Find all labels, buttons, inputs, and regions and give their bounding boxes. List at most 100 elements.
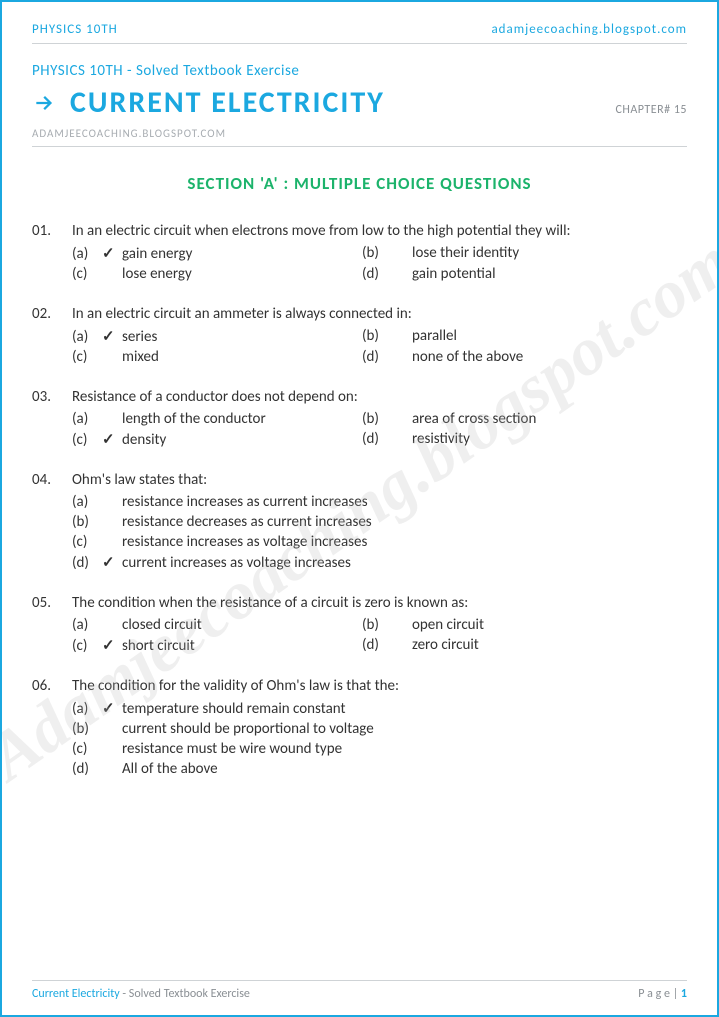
option-text: open circuit [412, 616, 652, 634]
option-text: closed circuit [122, 616, 362, 634]
option-letter: (c) [72, 348, 102, 366]
option-letter: (d) [362, 636, 392, 654]
option: (a) closed circuit [72, 616, 362, 634]
option-letter: (a) [72, 700, 102, 718]
option-text: length of the conductor [122, 410, 362, 428]
option-letter: (b) [72, 720, 102, 738]
options: (a)resistance increases as current incre… [32, 493, 687, 572]
question-number: 02. [32, 305, 72, 323]
option-text: area of cross section [412, 410, 652, 428]
title-row: CURRENT ELECTRICITY CHAPTER# 15 [32, 84, 687, 121]
option: (d)resistivity [362, 430, 652, 449]
options: (a)✓series(b)parallel (c) mixed(d)none of … [32, 327, 687, 366]
options: (a) closed circuit(b) open circuit (c)✓shor… [32, 616, 687, 655]
option: (a)resistance increases as current incre… [72, 493, 687, 511]
footer-right: P a g e | 1 [638, 987, 687, 1001]
option-text: series [122, 328, 362, 346]
option-letter: (b) [72, 513, 102, 531]
question-text: The condition for the validity of Ohm's … [72, 677, 687, 695]
option-text: mixed [122, 348, 362, 366]
option: (b)parallel [362, 327, 652, 346]
option: (b) current should be proportional to vol… [72, 720, 687, 738]
option-letter: (d) [362, 348, 392, 366]
question: 04.Ohm's law states that:(a)resistance i… [32, 471, 687, 572]
chapter-label: CHAPTER# 15 [615, 103, 687, 121]
footer: Current Electricity - Solved Textbook Ex… [32, 980, 687, 1001]
option: (d)none of the above [362, 348, 652, 366]
option-letter: (c) [72, 740, 102, 758]
option-letter: (b) [362, 410, 392, 428]
check-icon: ✓ [102, 553, 122, 572]
question: 02.In an electric circuit an ammeter is … [32, 305, 687, 366]
question-number: 05. [32, 594, 72, 612]
question-text: Ohm's law states that: [72, 471, 687, 489]
question-number: 01. [32, 222, 72, 240]
option: (a)✓series [72, 327, 362, 346]
option-letter: (d) [72, 760, 102, 778]
question: 03.Resistance of a conductor does not de… [32, 388, 687, 449]
option: (c) resistance must be wire wound type [72, 740, 687, 758]
option-text: resistance must be wire wound type [122, 740, 687, 758]
option-letter: (a) [72, 616, 102, 634]
option: (b) open circuit [362, 616, 652, 634]
option-letter: (a) [72, 245, 102, 263]
footer-page-num: 1 [681, 987, 687, 1001]
option-letter: (b) [362, 616, 392, 634]
option-text: lose energy [122, 265, 362, 283]
question-number: 06. [32, 677, 72, 695]
check-icon: ✓ [102, 430, 122, 449]
question-text: Resistance of a conductor does not depen… [72, 388, 687, 406]
option-letter: (c) [72, 431, 102, 449]
check-icon: ✓ [102, 699, 122, 718]
option-text: short circuit [122, 637, 362, 655]
option-letter: (a) [72, 493, 102, 511]
option-letter: (c) [72, 265, 102, 283]
option-letter: (b) [362, 244, 392, 262]
option-text: resistance decreases as current increase… [122, 513, 687, 531]
question-number: 04. [32, 471, 72, 489]
footer-desc: - Solved Textbook Exercise [120, 987, 250, 1001]
check-icon: ✓ [102, 327, 122, 346]
option-text: All of the above [122, 760, 687, 778]
footer-page-label: P a g e | [638, 987, 681, 1001]
subsite: ADAMJEECOACHING.BLOGSPOT.COM [32, 127, 687, 147]
option-letter: (a) [72, 328, 102, 346]
option-letter: (d) [362, 430, 392, 448]
header-subject: PHYSICS 10TH [32, 22, 118, 37]
question-text: In an electric circuit when electrons mo… [72, 222, 687, 240]
option: (b) area of cross section [362, 410, 652, 428]
footer-left: Current Electricity - Solved Textbook Ex… [32, 987, 250, 1001]
question-number: 03. [32, 388, 72, 406]
option-text: zero circuit [412, 636, 652, 654]
option-letter: (d) [72, 554, 102, 572]
question: 06.The condition for the validity of Ohm… [32, 677, 687, 778]
option-text: current should be proportional to voltag… [122, 720, 687, 738]
option-text: gain potential [412, 265, 652, 283]
options: (a)length of the conductor(b)area of cro… [32, 410, 687, 449]
option: (d) gain potential [362, 265, 652, 283]
option-text: density [122, 431, 362, 449]
option-letter: (b) [362, 327, 392, 345]
option: (c)✓short circuit [72, 636, 362, 655]
option: (b) resistance decreases as current incre… [72, 513, 687, 531]
option: (b)lose their identity [362, 244, 652, 263]
option-text: current increases as voltage increases [122, 554, 687, 572]
option: (d) zero circuit [362, 636, 652, 655]
option: (c)resistance increases as voltage incre… [72, 533, 687, 551]
option-text: resistance increases as voltage increase… [122, 533, 687, 551]
option-letter: (d) [362, 265, 392, 283]
main-title: CURRENT ELECTRICITY [70, 84, 385, 121]
question: 01.In an electric circuit when electrons… [32, 222, 687, 283]
header-site: adamjeecoaching.blogspot.com [491, 22, 687, 37]
option: (c) mixed [72, 348, 362, 366]
footer-topic: Current Electricity [32, 987, 120, 1001]
arrow-right-icon [32, 90, 58, 116]
option: (d)✓current increases as voltage increas… [72, 553, 687, 572]
option: (c)✓density [72, 430, 362, 449]
option-text: gain energy [122, 245, 362, 263]
option-text: temperature should remain constant [122, 700, 687, 718]
question-text: The condition when the resistance of a c… [72, 594, 687, 612]
header-subtitle: PHYSICS 10TH - Solved Textbook Exercise [32, 62, 687, 80]
option: (d) All of the above [72, 760, 687, 778]
top-bar: PHYSICS 10TH adamjeecoaching.blogspot.co… [32, 22, 687, 44]
